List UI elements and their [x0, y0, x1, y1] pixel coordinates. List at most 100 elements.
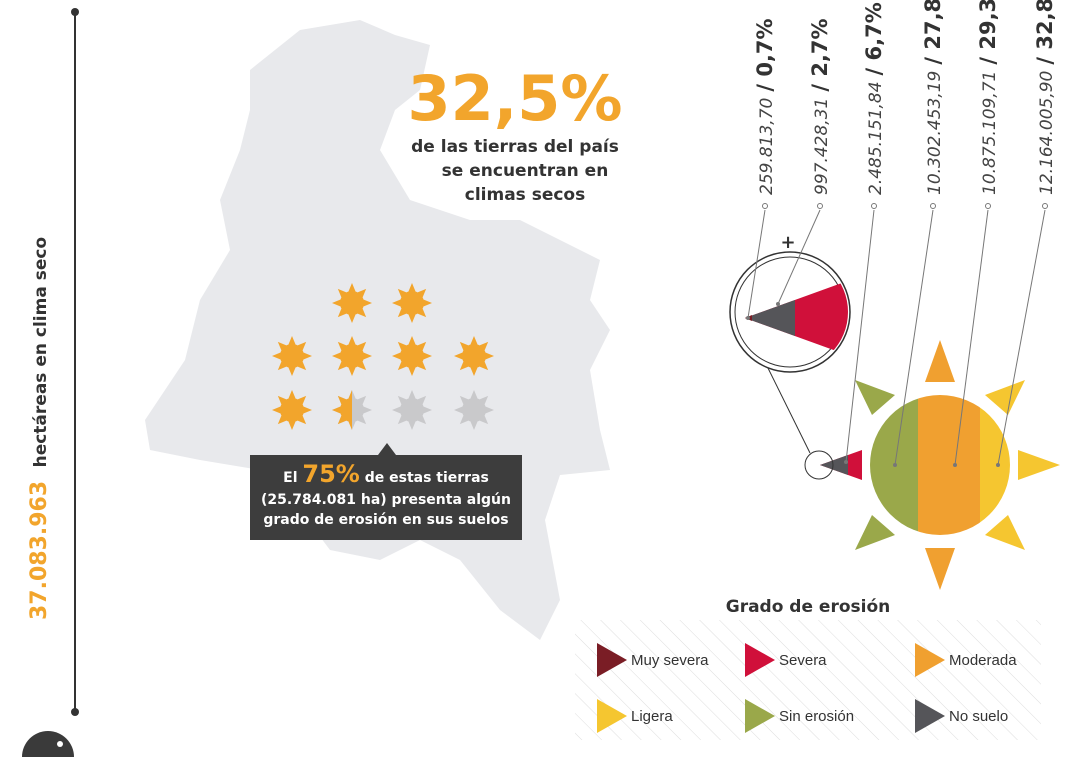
callout-prefix: El — [283, 470, 297, 486]
legend-label: Muy severa — [631, 652, 709, 669]
sun-ray — [297, 341, 307, 351]
leader-end — [953, 463, 957, 467]
sun-core — [400, 398, 424, 422]
legend-swatch — [915, 643, 945, 677]
side-text: 37.083.963 hectáreas en clima seco — [27, 237, 52, 620]
breakdown-label: 10.302.453,19 / 27,8% — [921, 0, 945, 195]
legend-label: Sin erosión — [779, 708, 854, 725]
sun-ray — [363, 352, 372, 360]
breakdown-label: 997.428,31 / 2,7% — [808, 18, 832, 195]
percent: / 2,7% — [808, 18, 832, 91]
sun-core — [340, 398, 352, 422]
sun-ray — [408, 421, 416, 430]
sun-ray — [408, 336, 416, 345]
sun — [332, 336, 372, 376]
sun-ray — [337, 308, 347, 318]
info-dot — [57, 741, 63, 747]
legend-label: Ligera — [631, 708, 673, 725]
sun-ray — [348, 421, 352, 430]
leader-line — [845, 209, 875, 463]
sun-ray — [348, 367, 356, 376]
leader-end — [844, 460, 848, 464]
hectares: 2.485.151,84 — [866, 81, 886, 195]
sun-ray — [357, 308, 367, 318]
sun — [392, 390, 432, 430]
hectares: 997.428,31 — [812, 98, 832, 195]
sun-ray — [288, 336, 296, 345]
callout-line: El 75% de estas tierras — [283, 460, 489, 488]
sun-ray — [357, 288, 367, 298]
sun-ray — [408, 283, 416, 292]
leader-dot — [1042, 203, 1048, 209]
sun-ray — [423, 299, 432, 307]
sun — [392, 336, 432, 376]
sun-ray — [272, 406, 281, 414]
sun-ray — [332, 406, 341, 414]
sun-ray — [470, 367, 478, 376]
sun — [332, 390, 352, 430]
sun-ray — [357, 341, 367, 351]
headline-line: climas secos — [465, 185, 585, 205]
leader-line — [954, 209, 989, 466]
sun-core — [462, 398, 486, 422]
sun-ray — [417, 341, 427, 351]
legend-swatch — [745, 699, 775, 733]
sun-core — [280, 344, 304, 368]
breakdown-label: 12.164.005,90 / 32,8% — [1033, 0, 1057, 195]
sun-ray — [348, 390, 352, 399]
sun-core — [340, 291, 364, 315]
callout-text: de estas tierras — [365, 470, 489, 486]
sun-ray — [417, 288, 427, 298]
sun-ray — [337, 395, 347, 405]
sun-ray — [303, 352, 312, 360]
sun-ray — [357, 395, 367, 405]
hectares: 10.875.109,71 — [980, 71, 1000, 195]
sun-ray — [408, 390, 416, 399]
leader-end — [776, 302, 780, 306]
sun-ray — [470, 336, 478, 345]
sun-ray — [288, 421, 296, 430]
info-icon — [22, 731, 74, 757]
sun-core — [462, 344, 486, 368]
hectares: 10.302.453,19 — [925, 71, 945, 195]
leader-line — [997, 209, 1046, 466]
callout-percent: 75% — [302, 460, 359, 488]
sun-core — [340, 344, 364, 368]
sun-icons — [272, 283, 494, 430]
legend-background — [575, 620, 1041, 740]
sun-core — [280, 398, 304, 422]
sun-ray — [348, 336, 356, 345]
sun-ray — [303, 406, 312, 414]
breakdown: 259.813,70 / 0,7% 997.428,31 / 2,7% 2.485.15… — [746, 0, 1057, 467]
sun-ray — [423, 406, 432, 414]
sun-ray — [417, 361, 427, 371]
percent: / 6,7% — [862, 2, 886, 75]
sun-ray — [337, 288, 347, 298]
leader-end — [996, 463, 1000, 467]
sun-ray — [408, 314, 416, 323]
sun-ray — [397, 308, 407, 318]
sun-ray — [397, 395, 407, 405]
sun-ray — [485, 406, 494, 414]
sun-ray — [392, 406, 401, 414]
leader-dot — [762, 203, 768, 209]
sun-ray — [417, 395, 427, 405]
breakdown-label: 259.813,70 / 0,7% — [753, 18, 777, 195]
leader-end — [746, 316, 750, 320]
legend-swatch — [597, 699, 627, 733]
sun-ray — [348, 283, 356, 292]
sun-ray — [397, 341, 407, 351]
sun-ray — [392, 352, 401, 360]
sun-core — [400, 291, 424, 315]
sun-ray — [277, 341, 287, 351]
sun-ray — [272, 352, 281, 360]
headline-line: se encuentran en — [442, 161, 609, 181]
sun — [392, 283, 432, 323]
sun-ray — [332, 299, 341, 307]
caption: hectáreas en clima seco — [31, 237, 51, 468]
leader-dot — [817, 203, 823, 209]
callout-line: grado de erosión en sus suelos — [263, 512, 508, 528]
sun-ray — [397, 415, 407, 425]
sun-ray — [470, 421, 478, 430]
sun-ray — [288, 367, 296, 376]
